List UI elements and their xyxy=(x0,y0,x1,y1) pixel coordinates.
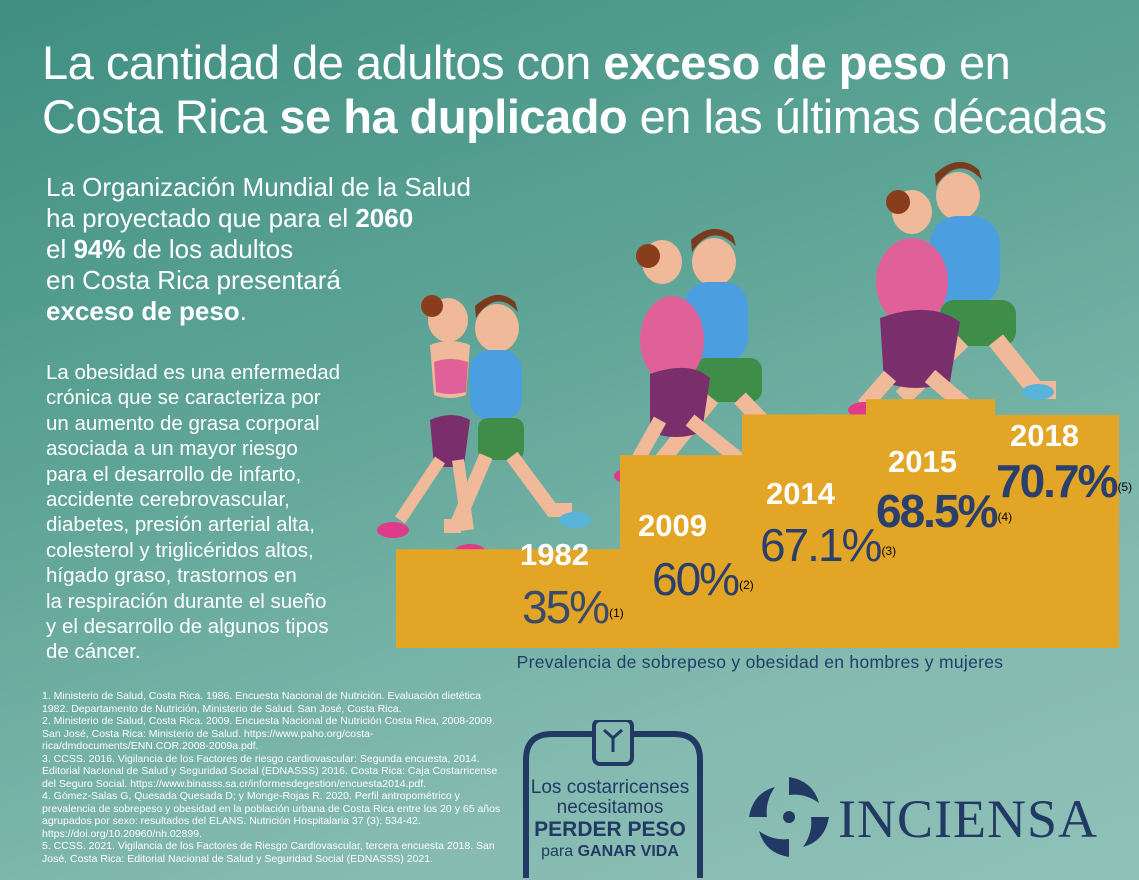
value-label-1982: 35%(1) xyxy=(522,581,624,633)
runner-couple-1982 xyxy=(377,294,591,560)
reference-item: 2. Ministerio de Salud, Costa Rica. 2009… xyxy=(42,715,495,752)
value-label-2015: 68.5%(4) xyxy=(876,485,1013,537)
references-list: 1. Ministerio de Salud, Costa Rica. 1986… xyxy=(42,690,502,865)
value-label-2009: 60%(2) xyxy=(652,553,754,605)
campaign-badge-text: Los costarricenses necesitamos PERDER PE… xyxy=(530,777,690,861)
step-bar-2014 xyxy=(742,414,871,648)
step-bar-2009 xyxy=(620,455,747,648)
inciensa-wordmark: INCIENSA xyxy=(838,789,1098,849)
reference-item: 4. Gómez-Salas G, Quesada Quesada D; y M… xyxy=(42,790,501,840)
year-label-1982: 1982 xyxy=(520,537,589,572)
reference-item: 1. Ministerio de Salud, Costa Rica. 1986… xyxy=(42,690,481,715)
inciensa-logo-icon xyxy=(749,777,829,857)
reference-item: 3. CCSS. 2016. Vigilancia de los Factore… xyxy=(42,752,498,790)
scale-icon xyxy=(592,720,634,766)
reference-item: 5. CCSS. 2021. Vigilancia de los Factore… xyxy=(42,840,495,865)
page-title: La cantidad de adultos con exceso de pes… xyxy=(42,36,1107,143)
value-label-2014: 67.1%(3) xyxy=(760,519,897,571)
who-projection-text: La Organización Mundial de la Salud ha p… xyxy=(46,172,471,326)
value-label-2018: 70.7%(5) xyxy=(996,455,1133,507)
year-label-2015: 2015 xyxy=(888,444,957,479)
chart-caption: Prevalencia de sobrepeso y obesidad en h… xyxy=(516,652,1004,672)
step-bar-2015 xyxy=(866,399,995,648)
step-bar-2018 xyxy=(990,414,1119,648)
year-label-2009: 2009 xyxy=(638,508,707,543)
obesity-description: La obesidad es una enfermedad crónica qu… xyxy=(46,361,341,664)
step-bar-1982 xyxy=(396,549,625,648)
campaign-badge-frame xyxy=(523,720,703,878)
year-label-2018: 2018 xyxy=(1010,418,1079,453)
year-label-2014: 2014 xyxy=(766,476,835,511)
